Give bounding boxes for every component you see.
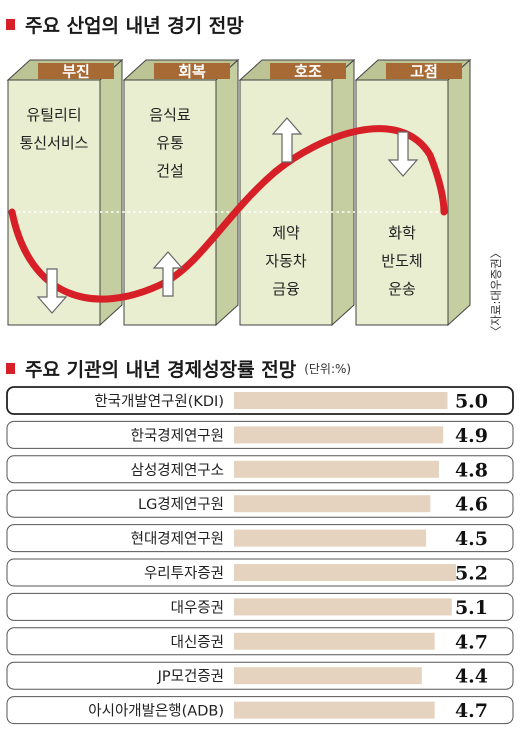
business-cycle-curve <box>8 125 448 303</box>
value-label: 4.5 <box>455 528 488 550</box>
section-marker <box>6 19 15 30</box>
industry-label: 건설 <box>156 162 184 180</box>
category-label: JP모건증권 <box>157 668 224 685</box>
industry-label: 자동차 <box>265 252 307 270</box>
growth-forecast-title: 주요 기관의 내년 경제성장률 전망 (단위:%) <box>6 355 351 382</box>
business-cycle-diagram: 부진 회복 호조 고점 유틸리티통신서비스음식료유통건설제약자동차금융화학반도체운송 … <box>6 58 503 337</box>
industry-outlook-title-text: 주요 산업의 내년 경기 전망 <box>25 15 244 37</box>
bar <box>234 460 439 478</box>
value-label: 4.8 <box>455 459 488 481</box>
bar-row: 대우증권 5.1 <box>6 592 514 621</box>
stage-label-badge <box>270 63 346 79</box>
value-label: 5.0 <box>455 391 488 413</box>
industry-label: 화학 <box>388 224 416 242</box>
bar-row: 대신증권 4.7 <box>6 627 514 656</box>
bar <box>234 426 444 444</box>
category-label: 한국개발연구원(KDI) <box>94 393 224 410</box>
category-label: 대우증권 <box>171 599 224 616</box>
industry-label: 제약 <box>272 224 300 242</box>
bar <box>234 495 431 513</box>
arrow-down-icon <box>387 131 419 177</box>
industry-label: 반도체 <box>381 252 422 270</box>
arrow-up-icon <box>271 117 303 163</box>
category-label: LG경제연구원 <box>138 496 224 513</box>
bar <box>234 667 422 685</box>
bar-row: 삼성경제연구소 4.8 <box>6 455 514 484</box>
bar-row: JP모건증권 4.4 <box>6 661 514 690</box>
section-marker <box>6 363 15 374</box>
bar-row: 아시아개발은행(ADB) 4.7 <box>6 696 514 725</box>
stage-label-badge <box>386 63 462 79</box>
industry-label: 운송 <box>388 280 416 298</box>
unit-label: (단위:%) <box>304 362 352 376</box>
stage-label: 고점 <box>410 63 438 81</box>
industry-outlook-title: 주요 산업의 내년 경기 전망 <box>6 11 244 38</box>
value-label: 4.9 <box>455 425 488 447</box>
value-label: 5.2 <box>455 563 488 585</box>
category-label: 한국경제연구원 <box>131 427 224 444</box>
stage-block-side <box>331 58 355 327</box>
stage-label: 회복 <box>178 63 206 81</box>
stage-block: 호조 <box>238 58 356 327</box>
stage-block: 회복 <box>122 58 240 327</box>
bar <box>234 598 452 616</box>
stage-block-side <box>447 58 471 327</box>
stage-block-front <box>355 79 449 326</box>
industry-label: 유통 <box>156 134 184 152</box>
category-label: 대신증권 <box>171 634 224 651</box>
stage-block-side <box>215 58 239 327</box>
stage-block: 부진 <box>6 58 124 327</box>
stage-label: 호조 <box>294 63 322 81</box>
industry-label: 금융 <box>272 280 300 298</box>
category-label: 현대경제연구원 <box>131 531 224 548</box>
category-label: 아시아개발은행(ADB) <box>88 703 224 720</box>
industry-label: 유틸리티 <box>26 106 81 124</box>
bar-row: 한국개발연구원(KDI) 5.0 <box>6 386 514 415</box>
bar-row: 우리투자증권 5.2 <box>6 558 514 587</box>
bar-row: 현대경제연구원 4.5 <box>6 524 514 553</box>
bar <box>234 392 448 409</box>
industry-label: 통신서비스 <box>19 134 88 152</box>
value-label: 4.7 <box>455 631 488 653</box>
bar <box>234 529 427 547</box>
value-label: 5.1 <box>455 597 488 619</box>
industry-label: 음식료 <box>149 106 191 124</box>
arrow-up-icon <box>152 251 184 297</box>
bar <box>234 564 456 581</box>
stage-label: 부진 <box>62 63 90 81</box>
bar <box>234 632 435 650</box>
category-label: 삼성경제연구소 <box>131 462 224 479</box>
value-label: 4.7 <box>455 700 488 722</box>
stage-label-badge <box>38 63 114 79</box>
value-label: 4.6 <box>455 494 488 516</box>
arrow-down-icon <box>36 268 68 314</box>
value-label: 4.4 <box>455 666 488 688</box>
stage-block: 고점 <box>354 58 472 327</box>
stage-label-badge <box>154 63 230 79</box>
stage-block-side <box>99 58 123 327</box>
category-label: 우리투자증권 <box>144 565 224 582</box>
growth-forecast-title-text: 주요 기관의 내년 경제성장률 전망 <box>25 359 297 381</box>
growth-forecast-bar-chart: 한국개발연구원(KDI) 5.0 한국경제연구원 4.9 삼성경제연구소 4.8 LG경제연… <box>6 386 514 725</box>
bar-row: LG경제연구원 4.6 <box>6 489 514 518</box>
bar-row: 한국경제연구원 4.9 <box>6 420 514 449</box>
source-label: 〈자료:대우증권〉 <box>489 247 503 337</box>
bar <box>234 701 435 719</box>
